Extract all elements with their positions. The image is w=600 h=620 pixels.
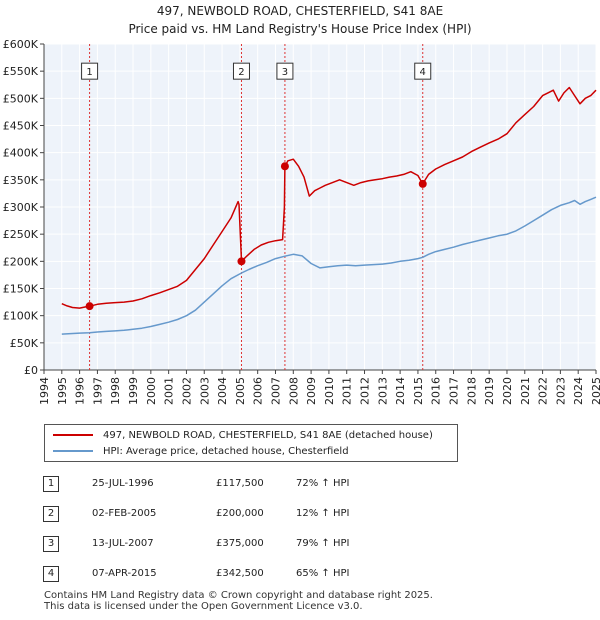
sale-hpi-change: 65% ↑ HPI (296, 568, 350, 579)
sale-point (280, 162, 289, 171)
legend-swatch-hpi (53, 450, 93, 452)
x-tick-label: 1994 (38, 377, 51, 405)
legend-label-hpi: HPI: Average price, detached house, Ches… (103, 445, 349, 457)
sale-number-badge: 4 (43, 566, 59, 582)
footer-copyright: Contains HM Land Registry data © Crown c… (44, 590, 433, 601)
hpi-series-line (61, 196, 597, 335)
y-tick-label: £300K (3, 201, 39, 214)
sale-price: £200,000 (216, 508, 264, 519)
x-tick-label: 2025 (590, 377, 600, 405)
x-tick-label: 2010 (323, 377, 336, 405)
price-chart: £0 £50K £100K £150K £200K £250K £300K £350K £400… (3, 38, 600, 405)
table-row: 4 07-APR-2015 £342,500 65% ↑ HPI (0, 566, 600, 584)
chart-legend: 497, NEWBOLD ROAD, CHESTERFIELD, S41 8AE… (44, 424, 458, 462)
sale-date: 07-APR-2015 (92, 568, 157, 579)
sale-label-text: 2 (238, 67, 244, 78)
y-tick-label: £350K (3, 174, 39, 187)
sale-number-badge: 2 (43, 506, 59, 522)
y-tick-label: £100K (3, 310, 39, 323)
y-tick-label: £150K (3, 283, 39, 296)
x-tick-label: 2006 (252, 377, 265, 405)
x-tick-label: 2015 (412, 377, 425, 405)
sale-date: 13-JUL-2007 (92, 538, 154, 549)
x-tick-label: 2019 (483, 377, 496, 405)
sale-number-badge: 1 (43, 476, 59, 492)
sale-hpi-change: 72% ↑ HPI (296, 478, 350, 489)
sale-label-box (414, 62, 432, 80)
sale-price: £375,000 (216, 538, 264, 549)
x-tick-label: 1999 (127, 377, 140, 405)
sale-label-1: 1 (81, 62, 99, 80)
x-tick-label: 2012 (359, 377, 372, 405)
sale-label-text: 3 (282, 67, 288, 78)
sale-label-text: 4 (420, 67, 426, 78)
sale-price: £342,500 (216, 568, 264, 579)
y-tick-label: £550K (3, 65, 39, 78)
x-tick-label: 2011 (341, 377, 354, 405)
x-tick-label: 2014 (394, 377, 407, 405)
x-tick-label: 2021 (519, 377, 532, 405)
sale-label-2: 2 (232, 62, 250, 80)
x-tick-label: 2022 (537, 377, 550, 405)
sale-date: 02-FEB-2005 (92, 508, 157, 519)
table-row: 1 25-JUL-1996 £117,500 72% ↑ HPI (0, 476, 600, 494)
footer-license: This data is licensed under the Open Gov… (44, 601, 363, 612)
y-tick-label: £50K (10, 337, 39, 350)
chart-subtitle: Price paid vs. HM Land Registry's House … (128, 22, 472, 36)
sale-date: 25-JUL-1996 (92, 478, 154, 489)
sale-hpi-change: 12% ↑ HPI (296, 508, 350, 519)
x-tick-label: 2004 (216, 377, 229, 405)
sale-number-badge: 3 (43, 536, 59, 552)
y-tick-label: £400K (3, 147, 39, 160)
y-tick-label: £450K (3, 120, 39, 133)
x-tick-label: 2008 (287, 377, 300, 405)
y-tick-label: £500K (3, 92, 39, 105)
x-tick-label: 2003 (198, 377, 211, 405)
x-tick-label: 2009 (305, 377, 318, 405)
x-tick-label: 2017 (448, 377, 461, 405)
sale-point (237, 257, 246, 266)
legend-item-property: 497, NEWBOLD ROAD, CHESTERFIELD, S41 8AE… (53, 428, 433, 442)
x-tick-label: 1996 (74, 377, 87, 405)
sale-label-box (232, 62, 250, 80)
x-tick-label: 2023 (554, 377, 567, 405)
legend-label-property: 497, NEWBOLD ROAD, CHESTERFIELD, S41 8AE… (103, 429, 433, 441)
sale-label-4: 4 (414, 62, 432, 80)
footer: Contains HM Land Registry data © Crown c… (44, 590, 433, 612)
table-row: 2 02-FEB-2005 £200,000 12% ↑ HPI (0, 506, 600, 524)
y-tick-label: £200K (3, 255, 39, 268)
sale-point (85, 302, 94, 311)
sale-label-box (81, 62, 99, 80)
x-tick-label: 1998 (109, 377, 122, 405)
sale-label-text: 1 (86, 67, 92, 78)
x-tick-label: 2007 (269, 377, 282, 405)
x-tick-label: 2018 (465, 377, 478, 405)
sale-label-3: 3 (276, 62, 294, 80)
sale-point (418, 179, 427, 188)
x-tick-label: 2016 (430, 377, 443, 405)
y-tick-label: £250K (3, 228, 39, 241)
x-tick-label: 2000 (145, 377, 158, 405)
y-tick-label: £600K (3, 38, 39, 51)
y-tick-label: £0 (24, 364, 38, 377)
table-row: 3 13-JUL-2007 £375,000 79% ↑ HPI (0, 536, 600, 554)
sale-price: £117,500 (216, 478, 264, 489)
legend-item-hpi: HPI: Average price, detached house, Ches… (53, 444, 349, 458)
price-series-line (61, 86, 597, 309)
x-tick-label: 2002 (180, 377, 193, 405)
x-tick-label: 2013 (376, 377, 389, 405)
x-tick-label: 1995 (56, 377, 69, 405)
x-tick-label: 1997 (91, 377, 104, 405)
x-tick-label: 2001 (163, 377, 176, 405)
x-tick-label: 2020 (501, 377, 514, 405)
legend-swatch-property (53, 434, 93, 436)
chart-title: 497, NEWBOLD ROAD, CHESTERFIELD, S41 8AE (156, 4, 444, 18)
sale-hpi-change: 79% ↑ HPI (296, 538, 350, 549)
sale-label-box (276, 62, 294, 80)
x-tick-label: 2005 (234, 377, 247, 405)
x-tick-label: 2024 (572, 377, 585, 405)
